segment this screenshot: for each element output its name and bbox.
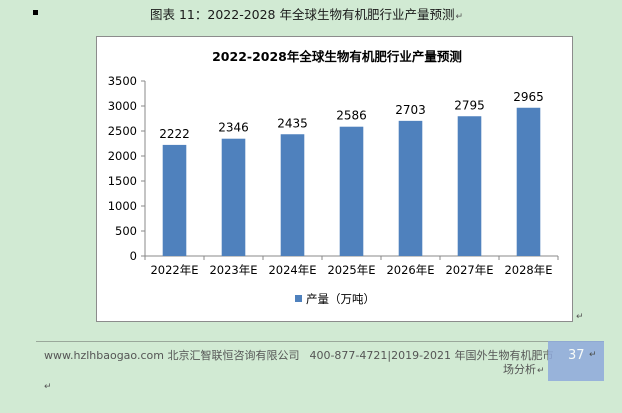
list-bullet [33, 10, 38, 15]
footer-divider [36, 341, 604, 342]
footer-title-line2: 场分析↵ [503, 361, 545, 377]
bar [457, 116, 482, 256]
chart-container: 2022-2028年全球生物有机肥行业产量预测 0 500 1000 1500 2000… [96, 36, 573, 322]
paragraph-mark-icon: ↵ [455, 12, 464, 22]
page-number: 37 [568, 348, 585, 363]
footer-phone-title: 400-877-4721|2019-2021 年国外生物有机肥市 [309, 349, 554, 362]
paragraph-mark-icon: ↵ [589, 350, 597, 360]
paragraph-mark-icon: ↵ [537, 366, 545, 376]
bar-chart: 2022-2028年全球生物有机肥行业产量预测 0 500 1000 1500 2000… [108, 49, 559, 306]
bar [221, 138, 246, 256]
y-tick-label: 3000 [108, 99, 137, 113]
paragraph-mark-icon: ↵ [576, 312, 584, 322]
data-label: 2435 [277, 116, 308, 130]
x-tick-label: 2023年E [209, 263, 257, 277]
y-tick-label: 3500 [108, 74, 137, 88]
chart-title: 2022-2028年全球生物有机肥行业产量预测 [212, 49, 462, 64]
page-number-box: 37 ↵ [548, 341, 604, 381]
data-label: 2586 [336, 109, 367, 123]
x-tick-label: 2026年E [386, 263, 434, 277]
bar [516, 107, 541, 256]
legend-swatch [295, 295, 302, 302]
figure-caption: 图表 11：2022-2028 年全球生物有机肥行业产量预测↵ [150, 4, 570, 23]
data-label: 2795 [454, 98, 485, 112]
data-label: 2703 [395, 103, 426, 117]
caption-text: 图表 11：2022-2028 年全球生物有机肥行业产量预测 [150, 7, 455, 22]
x-tick-label: 2027年E [445, 263, 493, 277]
bar [398, 120, 423, 256]
data-label: 2965 [513, 90, 544, 104]
legend-label: 产量（万吨） [306, 292, 375, 306]
plot-area: 0 500 1000 1500 2000 2500 3000 3500 2222 2022年E 23… [108, 74, 559, 306]
bar [280, 134, 305, 256]
bar [339, 126, 364, 256]
x-tick-label: 2024年E [268, 263, 316, 277]
footer-title-line2-text: 场分析 [503, 363, 536, 376]
x-tick-label: 2028年E [504, 263, 552, 277]
x-tick-label: 2025年E [327, 263, 375, 277]
x-tick-label: 2022年E [150, 263, 198, 277]
y-tick-label: 0 [130, 249, 137, 263]
y-tick-label: 1000 [108, 199, 137, 213]
footer-company: 北京汇智联恒咨询有限公司 [167, 349, 300, 362]
footer-website[interactable]: www.hzlhbaogao.com [44, 349, 164, 362]
bar [162, 144, 187, 256]
y-tick-label: 1500 [108, 174, 137, 188]
y-tick-label: 2000 [108, 149, 137, 163]
footer-text: www.hzlhbaogao.com 北京汇智联恒咨询有限公司 400-877-4… [44, 347, 554, 363]
paragraph-mark-icon: ↵ [44, 382, 52, 392]
data-label: 2346 [218, 121, 249, 135]
y-tick-label: 2500 [108, 124, 137, 138]
y-tick-label: 500 [115, 224, 137, 238]
data-label: 2222 [159, 127, 190, 141]
